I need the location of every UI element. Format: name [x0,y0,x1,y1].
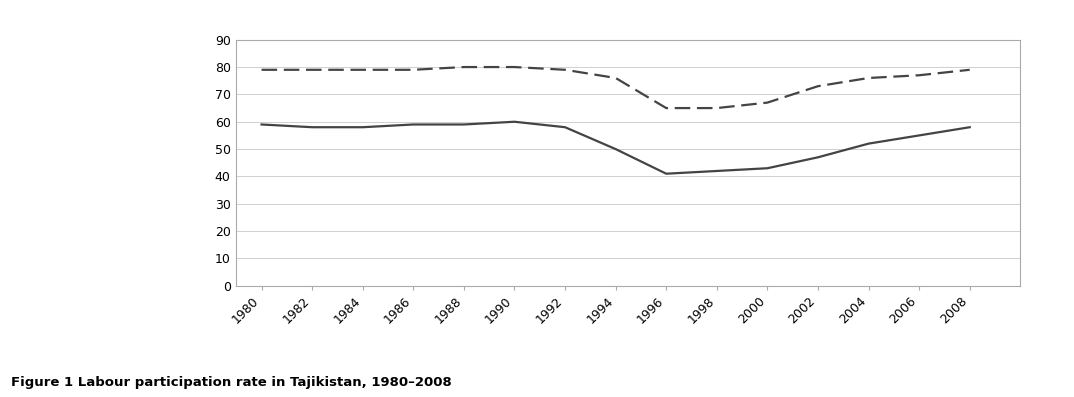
Males [458,65,470,69]
Females [558,125,571,129]
Females [812,155,825,160]
Males [963,67,976,72]
Females [862,141,875,146]
Text: Figure 1 Labour participation rate in Tajikistan, 1980–2008: Figure 1 Labour participation rate in Ta… [11,376,451,389]
Females [710,169,723,173]
Males [862,75,875,80]
Males [761,100,774,105]
Males [508,65,521,69]
Males [407,67,420,72]
Males [812,84,825,89]
Males [306,67,319,72]
Females [508,119,521,124]
Line: Males: Males [262,67,970,108]
Females [659,172,672,176]
Males [659,106,672,110]
Females [407,122,420,127]
Females [458,122,470,127]
Males [357,67,369,72]
Females [306,125,319,129]
Males [558,67,571,72]
Males [710,106,723,110]
Males [913,73,926,78]
Females [963,125,976,129]
Females [913,133,926,138]
Males [256,67,268,72]
Line: Females: Females [262,122,970,174]
Males [609,75,622,80]
Females [609,147,622,152]
Females [761,166,774,171]
Females [256,122,268,127]
Females [357,125,369,129]
